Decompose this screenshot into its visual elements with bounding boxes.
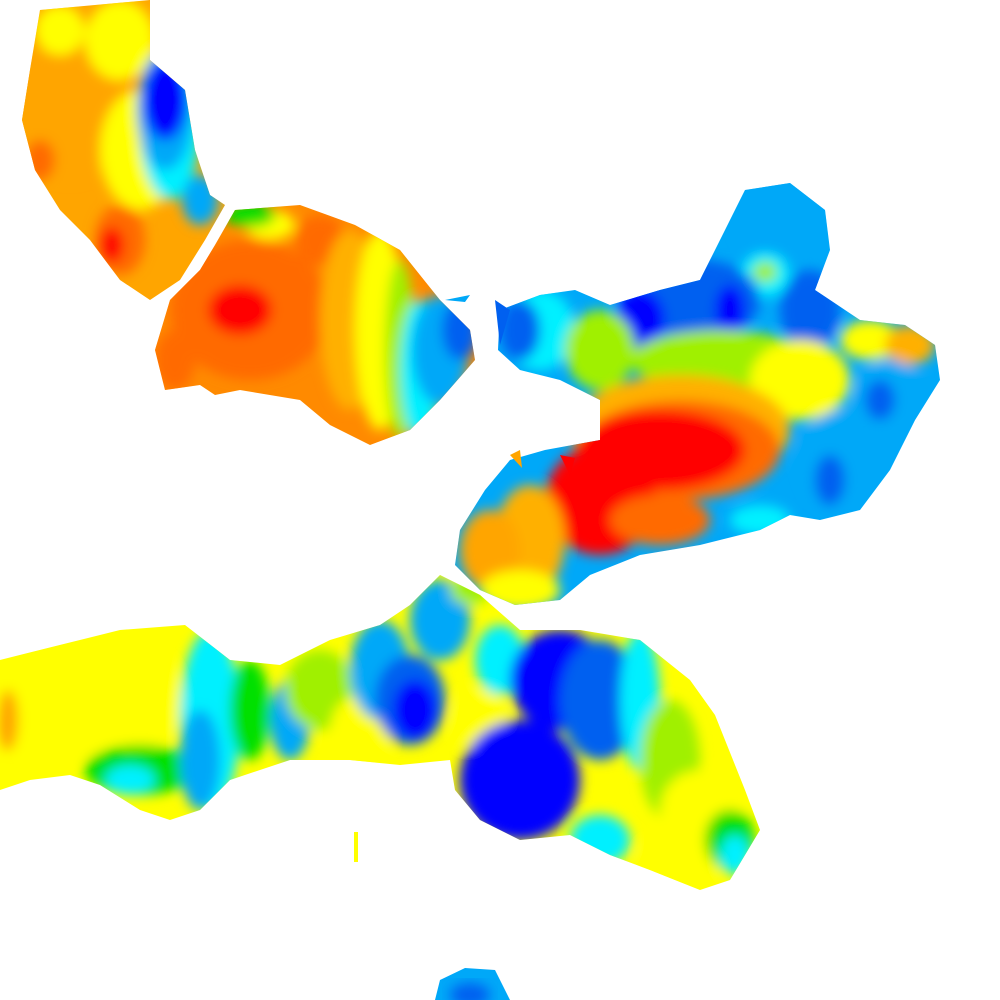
small-fragments [354,295,600,862]
bottom-islet [435,968,510,1000]
south-island [0,575,760,890]
east-island [455,183,940,605]
